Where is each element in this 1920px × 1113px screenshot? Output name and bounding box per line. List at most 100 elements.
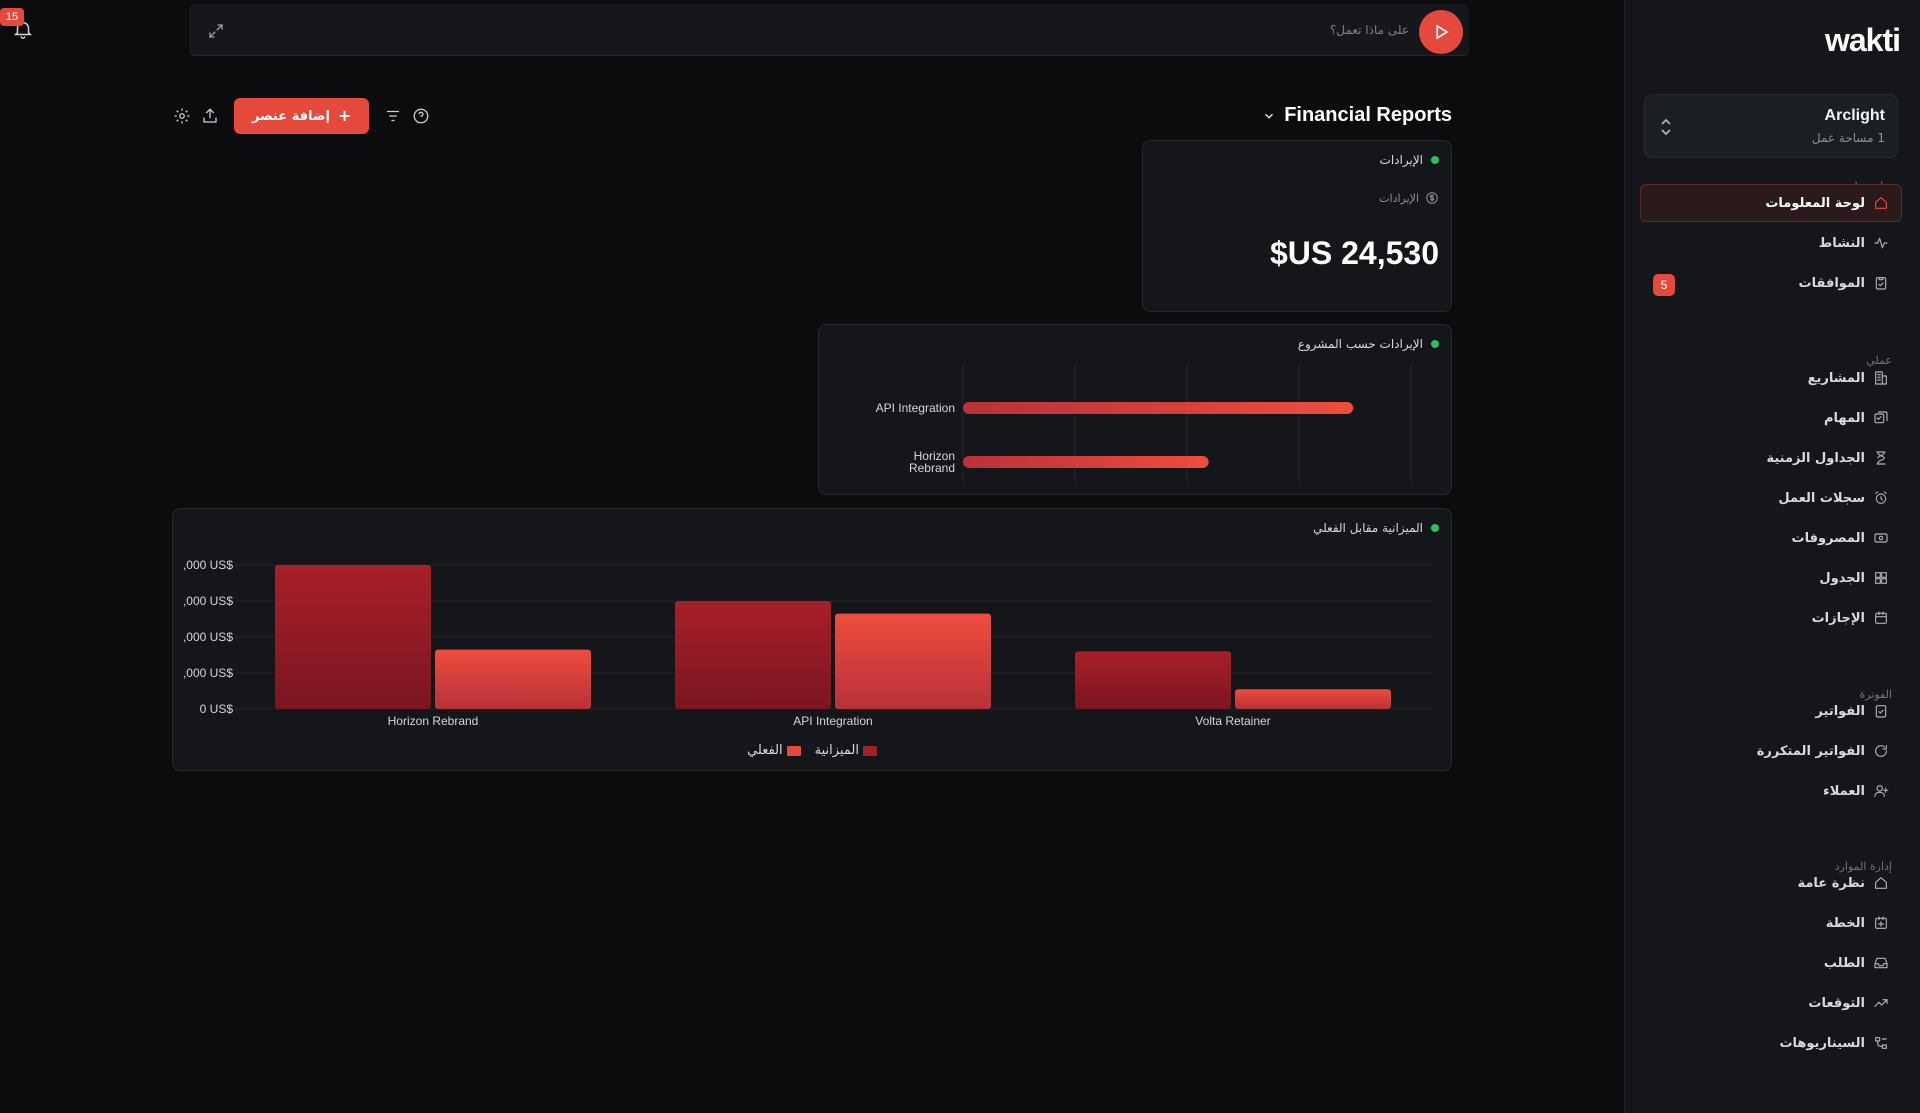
sidebar-item[interactable]: المصروفات <box>1640 519 1902 557</box>
bar-budget[interactable] <box>675 601 831 709</box>
bell-icon[interactable] <box>12 18 34 40</box>
alarm-clock-icon <box>1875 491 1887 504</box>
sidebar-item[interactable]: الموافقات 5 <box>1640 264 1902 302</box>
sidebar-item-label: المشاريع <box>1807 370 1865 386</box>
bar-actual[interactable] <box>1235 689 1391 709</box>
settings-icon[interactable] <box>172 106 192 126</box>
bar-actual[interactable] <box>435 649 591 709</box>
sidebar-item[interactable]: الجدول <box>1640 559 1902 597</box>
sidebar-item[interactable]: الفواتير المتكررة <box>1640 732 1902 770</box>
sidebar-item[interactable]: الجداول الزمنية <box>1640 439 1902 477</box>
run-button[interactable] <box>1419 10 1463 54</box>
sidebar-item-label: التوقعات <box>1808 995 1865 1011</box>
refresh-icon <box>1875 745 1887 757</box>
expand-icon[interactable] <box>207 22 225 40</box>
sidebar-item-label: المهام <box>1823 410 1865 426</box>
sidebar-item-label: الجدول <box>1819 570 1865 586</box>
chevron-up-down-icon <box>1661 118 1671 136</box>
status-dot <box>1431 156 1439 164</box>
revenue-by-project-title: الإيرادات حسب المشروع <box>1297 337 1423 351</box>
y-tick-label: ,000 US$ <box>183 558 233 572</box>
bar-revenue[interactable] <box>963 402 1354 414</box>
sidebar-item[interactable]: العملاء <box>1640 772 1902 810</box>
bar-actual[interactable] <box>835 613 991 709</box>
sidebar-item[interactable]: سجلات العمل <box>1640 479 1902 517</box>
help-icon[interactable] <box>411 106 431 126</box>
sidebar-item[interactable]: لوحة المعلومات <box>1640 184 1902 222</box>
toolbar: + إضافة عنصر <box>172 98 431 134</box>
bar-budget[interactable] <box>275 565 431 709</box>
sidebar-item-label: السيناريوهات <box>1779 1035 1865 1051</box>
banknote-icon <box>1874 533 1888 543</box>
bar-revenue[interactable] <box>963 456 1209 468</box>
page-title-text: Financial Reports <box>1284 104 1452 126</box>
legend-swatch-actual <box>786 745 801 756</box>
budget-vs-actual-chart: 0 US$ ,000 US$ ,000 US$ ,000 US$ ,000 US$ Hor… <box>183 558 1433 728</box>
sidebar-item-label: الإجازات <box>1811 610 1865 626</box>
sidebar-item[interactable]: السيناريوهات <box>1640 1024 1902 1062</box>
app-logo[interactable]: wakti <box>1824 22 1901 58</box>
sidebar-item[interactable]: الطلب <box>1640 944 1902 982</box>
sidebar: wakti Arclight 1 مساحة عمل نظرة عامة لوحة… <box>1624 0 1920 1113</box>
add-item-label: إضافة عنصر <box>252 108 330 124</box>
workspace-name: Arclight <box>1824 107 1885 124</box>
command-bar <box>189 4 1469 56</box>
legend-label-actual: الفعلي <box>747 743 783 758</box>
sidebar-item[interactable]: المشاريع <box>1640 359 1902 397</box>
trending-up-icon <box>1874 999 1888 1007</box>
share-icon[interactable] <box>200 106 220 126</box>
workspace-subtitle: 1 مساحة عمل <box>1811 131 1885 145</box>
workspace-switcher[interactable]: Arclight 1 مساحة عمل <box>1644 94 1898 158</box>
sidebar-item-label: الموافقات <box>1798 275 1865 291</box>
x-tick-label: Horizon Rebrand <box>388 714 479 728</box>
legend-swatch-budget <box>862 745 877 756</box>
filter-icon[interactable] <box>383 106 403 126</box>
budget-vs-actual-card: الميزانية مقابل الفعلي 0 US$ ,000 US$ ,000… <box>172 508 1452 771</box>
sidebar-item-label: سجلات العمل <box>1778 490 1865 506</box>
sidebar-item[interactable]: التوقعات <box>1640 984 1902 1022</box>
sidebar-item[interactable]: الخطة <box>1640 904 1902 942</box>
y-tick-label: 0 US$ <box>200 702 234 716</box>
revenue-value: $US 24,530 <box>1269 235 1439 271</box>
dollar-circle-icon <box>1426 192 1438 204</box>
sidebar-item[interactable]: الفواتير <box>1640 692 1902 730</box>
sidebar-item-label: الطلب <box>1823 955 1865 971</box>
add-item-button[interactable]: + إضافة عنصر <box>234 98 370 134</box>
budget-vs-actual-title: الميزانية مقابل الفعلي <box>1313 521 1423 535</box>
grid-icon <box>1875 572 1887 584</box>
sidebar-item[interactable]: المهام <box>1640 399 1902 437</box>
sidebar-item-label: نظرة عامة <box>1797 875 1865 891</box>
page-title[interactable]: Financial Reports <box>1262 104 1452 127</box>
inbox-icon <box>1874 957 1888 969</box>
sidebar-item[interactable]: النشاط <box>1640 224 1902 262</box>
building-icon <box>1875 371 1887 385</box>
revenue-by-project-card: الإيرادات حسب المشروع API Integration Hor… <box>818 324 1452 495</box>
legend-label-budget: الميزانية <box>814 743 859 758</box>
command-input[interactable] <box>249 16 1409 44</box>
hourglass-icon <box>1876 451 1886 465</box>
user-plus-icon <box>1874 785 1889 797</box>
x-tick-label: Volta Retainer <box>1195 714 1270 728</box>
category-label: Rebrand <box>909 461 955 475</box>
bar-budget[interactable] <box>1075 651 1231 709</box>
sidebar-item-label: العملاء <box>1823 783 1865 799</box>
revenue-sub-label: الإيرادات <box>1379 191 1419 205</box>
activity-icon <box>1874 237 1888 249</box>
calendar-icon <box>1875 611 1887 624</box>
legend-item-budget: الميزانية <box>815 743 877 758</box>
category-label: API Integration <box>876 401 955 415</box>
x-tick-label: API Integration <box>793 714 872 728</box>
tasks-icon <box>1874 411 1888 424</box>
y-tick-label: ,000 US$ <box>183 594 233 608</box>
plus-icon: + <box>337 106 352 125</box>
notification-badge: 15 <box>0 8 24 26</box>
sidebar-section-label: عملي <box>1866 354 1892 367</box>
sidebar-section-label: الفوترة <box>1859 688 1892 701</box>
clipboard-check-icon <box>1875 277 1887 290</box>
sidebar-item-label: الخطة <box>1825 915 1865 931</box>
sidebar-item[interactable]: الإجازات <box>1640 599 1902 637</box>
revenue-card: الإيرادات الإيرادات $US 24,530 <box>1142 140 1452 312</box>
play-icon <box>1436 24 1449 40</box>
sidebar-item[interactable]: نظرة عامة <box>1640 864 1902 902</box>
